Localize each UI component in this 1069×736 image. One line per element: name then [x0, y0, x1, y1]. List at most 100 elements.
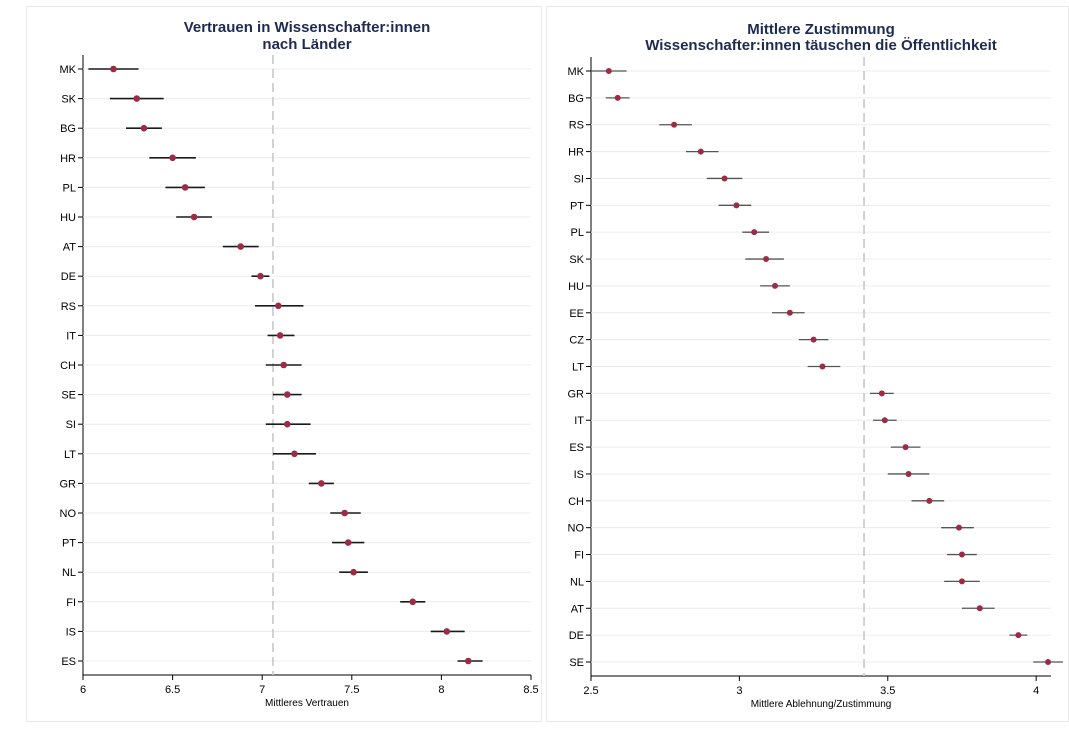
y-tick-label-gr: GR	[568, 388, 585, 400]
point-marker-sk	[133, 95, 140, 102]
left-chart-panel: Vertrauen in Wissenschafter:innen nach Lä…	[26, 6, 542, 722]
y-tick-label-nl: NL	[62, 567, 76, 579]
y-tick-label-hu: HU	[568, 281, 584, 293]
y-tick-label-at: AT	[63, 242, 77, 254]
point-marker-pl	[182, 184, 189, 191]
y-tick-label-mk: MK	[568, 66, 585, 78]
point-marker-hr	[698, 149, 704, 155]
chart-title-line-1: Mittlere Zustimmung	[747, 21, 895, 38]
point-marker-pl	[751, 229, 757, 235]
x-axis-label: Mittlere Ablehnung/Zustimmung	[751, 699, 892, 710]
y-tick-label-it: IT	[66, 330, 76, 342]
chart-title-line-1: Vertrauen in Wissenschafter:innen	[184, 19, 431, 36]
y-tick-label-pt: PT	[62, 538, 76, 550]
point-marker-no	[956, 525, 962, 531]
y-tick-label-es: ES	[61, 656, 76, 668]
y-tick-label-ee: EE	[569, 308, 584, 320]
point-marker-es	[903, 444, 909, 450]
y-tick-label-sk: SK	[569, 254, 584, 266]
point-marker-nl	[959, 578, 965, 584]
point-marker-ee	[787, 310, 793, 316]
point-marker-hu	[191, 214, 198, 221]
point-marker-hu	[772, 283, 778, 289]
point-marker-pt	[733, 202, 739, 208]
point-marker-pt	[345, 539, 352, 546]
point-marker-is	[443, 628, 450, 635]
x-tick-label: 3	[736, 685, 742, 697]
y-tick-label-is: IS	[574, 469, 584, 481]
y-tick-label-se: SE	[61, 390, 76, 402]
point-marker-gr	[879, 390, 885, 396]
x-tick-label: 4	[1033, 685, 1039, 697]
point-marker-bg	[615, 95, 621, 101]
y-tick-label-si: SI	[66, 419, 76, 431]
point-marker-rs	[275, 303, 282, 310]
y-tick-label-hr: HR	[60, 153, 76, 165]
y-tick-label-bg: BG	[60, 123, 76, 135]
point-marker-gr	[318, 480, 325, 487]
y-tick-label-pl: PL	[63, 182, 76, 194]
point-marker-it	[882, 417, 888, 423]
y-tick-label-bg: BG	[568, 93, 584, 105]
point-marker-se	[1045, 659, 1051, 665]
y-tick-label-sk: SK	[61, 94, 76, 106]
point-marker-nl	[350, 569, 357, 576]
y-tick-label-rs: RS	[569, 120, 584, 132]
y-tick-label-pl: PL	[571, 227, 584, 239]
y-tick-label-de: DE	[569, 630, 584, 642]
point-marker-sk	[763, 256, 769, 262]
y-tick-label-se: SE	[569, 657, 584, 669]
x-tick-label: 8	[438, 684, 444, 696]
point-marker-at	[237, 243, 244, 250]
point-marker-si	[284, 421, 291, 428]
y-tick-label-at: AT	[571, 603, 585, 615]
y-tick-label-it: IT	[574, 415, 584, 427]
x-tick-label: 6.5	[165, 684, 180, 696]
point-marker-cz	[811, 337, 817, 343]
point-marker-mk	[606, 68, 612, 74]
y-tick-label-hr: HR	[568, 147, 584, 159]
y-tick-label-no: NO	[568, 523, 585, 535]
point-marker-rs	[671, 122, 677, 128]
point-marker-hr	[169, 155, 176, 162]
point-marker-ch	[926, 498, 932, 504]
point-marker-bg	[141, 125, 148, 132]
y-tick-label-ch: CH	[568, 496, 584, 508]
y-tick-label-hu: HU	[60, 212, 76, 224]
right-dot-plot: Mittlere ZustimmungWissenschafter:innen …	[547, 7, 1069, 723]
x-tick-label: 7.5	[344, 684, 359, 696]
y-tick-label-gr: GR	[60, 478, 77, 490]
y-tick-label-no: NO	[60, 508, 77, 520]
point-marker-se	[284, 391, 291, 398]
x-tick-label: 3.5	[880, 685, 895, 697]
point-marker-it	[277, 332, 284, 339]
y-tick-label-is: IS	[66, 626, 76, 638]
x-axis-label: Mittleres Vertrauen	[265, 698, 349, 709]
y-tick-label-mk: MK	[60, 64, 77, 76]
y-tick-label-nl: NL	[570, 576, 584, 588]
point-marker-lt	[291, 451, 298, 458]
y-tick-label-rs: RS	[61, 301, 76, 313]
x-tick-label: 6	[80, 684, 86, 696]
y-tick-label-lt: LT	[64, 449, 76, 461]
y-tick-label-pt: PT	[570, 200, 584, 212]
chart-title-line-2: Wissenschafter:innen täuschen die Öffent…	[645, 37, 997, 54]
chart-title-line-2: nach Länder	[262, 36, 351, 53]
point-marker-de	[257, 273, 264, 280]
y-tick-label-es: ES	[569, 442, 584, 454]
right-chart-panel: Mittlere Zustimmung Wissenschafter:innen …	[546, 6, 1069, 722]
point-marker-lt	[819, 364, 825, 370]
x-tick-label: 2.5	[583, 685, 598, 697]
x-tick-label: 8.5	[523, 684, 538, 696]
y-tick-label-fi: FI	[66, 597, 76, 609]
y-tick-label-cz: CZ	[569, 335, 584, 347]
point-marker-de	[1015, 632, 1021, 638]
point-marker-si	[722, 175, 728, 181]
point-marker-ch	[280, 362, 287, 369]
point-marker-fi	[409, 599, 416, 606]
point-marker-fi	[959, 552, 965, 558]
point-marker-is	[906, 471, 912, 477]
y-tick-label-lt: LT	[572, 362, 584, 374]
x-tick-label: 7	[259, 684, 265, 696]
